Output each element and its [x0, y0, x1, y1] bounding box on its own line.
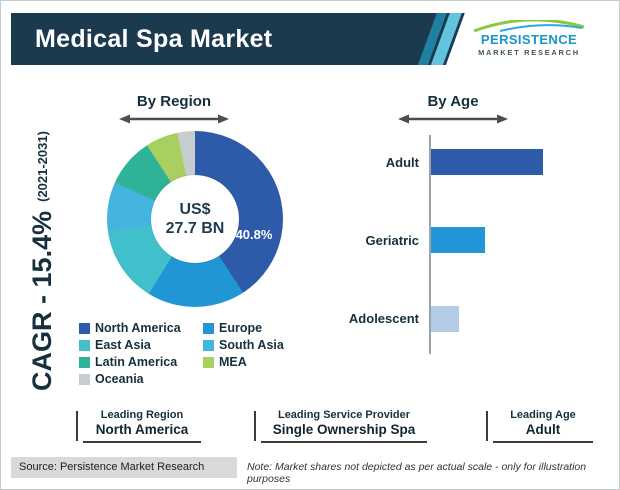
bar-category-label: Geriatric — [365, 232, 419, 248]
legend-label: Latin America — [95, 355, 178, 369]
bar-geriatric — [431, 227, 485, 254]
bar-adult — [431, 149, 543, 176]
legend-swatch — [79, 322, 90, 334]
donut-center-label: US$ 27.7 BN — [151, 175, 239, 263]
legend-label: North America — [95, 321, 181, 335]
bar-row: Adolescent — [337, 305, 589, 332]
double-arrow-icon — [398, 114, 508, 124]
logo-subtitle: MARKET RESEARCH — [478, 48, 580, 58]
legend-item: East Asia — [79, 338, 201, 352]
stat-label: Leading Age — [510, 409, 576, 421]
market-value-amount: 27.7 BN — [165, 220, 225, 237]
section-title-by-region: By Region — [136, 93, 212, 110]
bar-row: Adult — [337, 149, 589, 176]
legend-swatch — [203, 356, 214, 368]
market-value-currency: US$ — [179, 200, 211, 218]
double-arrow-icon — [119, 114, 229, 124]
legend-label: Oceania — [95, 372, 144, 386]
bar-category-label: Adolescent — [348, 311, 419, 327]
legend-label: South Asia — [219, 338, 284, 352]
cagr-value: CAGR - 15.4% — [26, 210, 57, 391]
bar-category-label: Adult — [385, 154, 419, 170]
stat-value: Single Ownership Spa — [272, 422, 416, 437]
legend-item: North America — [79, 321, 201, 335]
section-title-by-age: By Age — [427, 93, 479, 110]
disclaimer-note: Note: Market shares not depicted as per … — [247, 461, 587, 485]
stat-label: Leading Service Provider — [277, 409, 411, 421]
stat-leading-region: Leading Region North America — [76, 409, 201, 443]
stat-label: Leading Region — [100, 409, 184, 421]
bar-row: Geriatric — [337, 227, 589, 254]
region-donut: 40.8% US$ 27.7 BN — [107, 131, 283, 307]
legend-label: Europe — [219, 321, 263, 335]
legend-swatch — [79, 339, 90, 351]
stat-value: Adult — [525, 422, 561, 437]
page-title: Medical Spa Market — [35, 25, 273, 53]
legend-item: Europe — [203, 321, 325, 335]
legend-label: East Asia — [95, 338, 151, 352]
brand-logo: PERSISTENCE MARKET RESEARCH — [459, 20, 599, 57]
stat-value: North America — [95, 422, 189, 437]
legend-swatch — [203, 339, 214, 351]
legend-swatch — [79, 373, 90, 385]
legend-item: South Asia — [203, 338, 325, 352]
legend-label: MEA — [219, 355, 247, 369]
legend-swatch — [79, 356, 90, 368]
cagr-callout: CAGR - 15.4% (2021-2031) — [15, 96, 69, 426]
region-legend: North America Europe East Asia South Asia La… — [79, 321, 325, 386]
age-bar-chart: Adult Geriatric Adolescent — [337, 123, 589, 358]
cagr-period: (2021-2031) — [34, 131, 50, 202]
legend-item: MEA — [203, 355, 325, 369]
logo-swoosh-icon — [473, 20, 585, 33]
north-america-share-label: 40.8% — [235, 227, 273, 242]
stat-leading-service-provider: Leading Service Provider Single Ownershi… — [254, 409, 427, 443]
legend-swatch — [203, 322, 214, 334]
bar-adolescent — [431, 305, 459, 332]
bar-chart-axis — [429, 135, 431, 354]
source-attribution: Source: Persistence Market Research — [11, 457, 237, 478]
logo-name: PERSISTENCE — [480, 32, 578, 47]
stat-leading-age: Leading Age Adult — [486, 409, 593, 443]
header: Medical Spa Market PERSISTENCE MARKET RE… — [11, 13, 609, 65]
legend-item: Latin America — [79, 355, 201, 369]
legend-item: Oceania — [79, 372, 201, 386]
